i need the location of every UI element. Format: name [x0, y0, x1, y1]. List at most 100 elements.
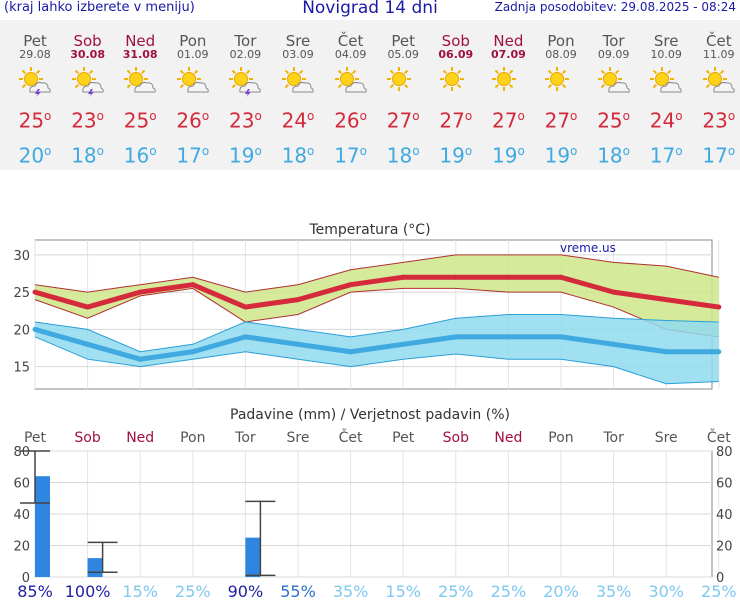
day-date: 31.08	[122, 48, 158, 61]
y-tick-label: 20	[13, 323, 30, 338]
max-temperature-point	[295, 297, 301, 303]
min-temperature-point	[32, 326, 38, 332]
max-temperature: 23o	[702, 108, 736, 133]
category-label: Ned	[494, 430, 522, 446]
max-temperature: 25o	[597, 108, 630, 133]
location-menu-hint[interactable]: (kraj lahko izberete v meniju)	[4, 0, 195, 15]
y-tick-label-left: 80	[13, 445, 30, 460]
category-label: Čet	[339, 428, 363, 446]
category-label: Čet	[707, 428, 731, 446]
day-column: Sre 10.09 24o 17o	[640, 20, 692, 166]
max-temperature: 23o	[71, 108, 104, 133]
max-temperature: 26o	[176, 108, 210, 133]
sun-cloud-icon	[334, 67, 367, 93]
sun-icon	[492, 67, 517, 91]
y-tick-label-right: 40	[716, 508, 733, 523]
sun-cloud-icon	[597, 67, 630, 93]
y-tick-label-left: 0	[22, 571, 30, 586]
max-temperature-point	[85, 304, 91, 310]
day-column: Pet 29.08 25o 20o	[9, 20, 61, 166]
sun-cloud-lightning-icon	[19, 67, 51, 97]
day-date: 30.08	[70, 48, 105, 61]
precipitation-probability: 20%	[543, 582, 579, 600]
precipitation-probability: 55%	[280, 582, 316, 600]
precipitation-probability: 25%	[701, 582, 737, 600]
y-tick-label: 25	[13, 286, 30, 301]
day-column: Sob 06.09 27o 19o	[430, 20, 482, 166]
y-tick-label-right: 20	[716, 540, 733, 555]
day-date: 03.09	[282, 48, 314, 61]
sun-cloud-icon	[650, 67, 682, 93]
min-temperature-point	[85, 341, 91, 347]
max-upper-bound	[34, 254, 719, 293]
day-column: Čet 11.09 23o 17o	[693, 20, 740, 166]
min-temperature-point	[137, 356, 143, 362]
min-temperature-point	[505, 334, 511, 340]
y-tick-label-left: 60	[13, 477, 30, 492]
min-temperature-point	[611, 341, 617, 347]
sun-cloud-icon	[124, 67, 156, 93]
day-column: Pet 05.09 27o 18o	[377, 20, 429, 166]
precipitation-chart-title: Padavine (mm) / Verjetnost padavin (%)	[230, 407, 510, 423]
precipitation-probability: 90%	[228, 582, 264, 600]
max-temperature-line	[34, 274, 720, 310]
y-tick-label: 15	[13, 361, 30, 376]
day-date: 01.09	[177, 48, 209, 61]
category-label: Sre	[287, 430, 310, 446]
header: (kraj lahko izberete v meniju) Novigrad …	[0, 0, 740, 20]
max-temperature: 25o	[123, 108, 157, 133]
max-temperature-point	[663, 297, 669, 303]
max-temperature: 24o	[649, 108, 683, 133]
sun-cloud-lightning-icon	[71, 67, 104, 97]
max-temperature-point	[190, 282, 196, 288]
min-temperature: 17o	[334, 143, 367, 168]
max-temperature-point	[611, 289, 617, 295]
category-label: Pet	[392, 430, 415, 446]
category-label: Ned	[126, 430, 154, 446]
precipitation-probability: 30%	[648, 582, 684, 600]
min-temperature-line	[34, 326, 719, 362]
day-date: 08.09	[545, 48, 577, 61]
min-temperature: 17o	[702, 143, 736, 168]
min-temperature-point	[295, 341, 301, 347]
day-name: Ned	[493, 32, 524, 50]
day-column: Tor 09.09 25o 18o	[588, 20, 640, 166]
min-upper-bound	[34, 314, 719, 353]
max-temperature: 27o	[439, 108, 473, 133]
min-temperature-point	[242, 334, 248, 340]
category-label: Tor	[234, 430, 256, 446]
day-date: 07.09	[490, 48, 526, 61]
precipitation-probability: 15%	[385, 582, 421, 600]
day-column: Ned 07.09 27o 19o	[482, 20, 534, 166]
min-temperature: 18o	[71, 143, 104, 168]
sun-icon	[387, 67, 412, 91]
day-column: Sob 30.08 23o 18o	[62, 20, 114, 166]
min-temperature-point	[558, 334, 564, 340]
day-name: Čet	[706, 32, 732, 50]
precipitation-probability: 25%	[175, 582, 211, 600]
day-name: Sre	[285, 32, 311, 50]
sun-icon	[545, 67, 569, 91]
day-name: Sre	[653, 32, 679, 50]
forecast-strip: Pet 29.08 25o 20o Sob 30.08 23o 18o Ned 31.08 25o 1…	[0, 20, 740, 170]
day-date: 02.09	[229, 48, 262, 61]
max-temperature-point	[348, 282, 354, 288]
day-date: 10.09	[650, 48, 682, 61]
day-date: 05.09	[387, 48, 419, 61]
min-temperature: 20o	[18, 143, 52, 168]
max-temperature: 24o	[281, 108, 315, 133]
min-temperature: 17o	[649, 143, 683, 168]
watermark: vreme.us	[560, 241, 616, 255]
day-name: Ned	[125, 32, 156, 50]
min-temperature-point	[348, 349, 354, 355]
max-temperature-point	[505, 274, 511, 280]
category-label: Pet	[24, 430, 47, 446]
day-name: Tor	[234, 32, 257, 50]
category-label: Pon	[548, 430, 573, 446]
precipitation-chart: Padavine (mm) / Verjetnost padavin (%) Pe…	[13, 407, 737, 600]
precipitation-probability: 15%	[122, 582, 158, 600]
max-temperature-point	[716, 304, 722, 310]
min-temperature: 18o	[386, 143, 420, 168]
category-label: Sob	[443, 430, 469, 446]
y-tick-label: 30	[13, 249, 30, 264]
